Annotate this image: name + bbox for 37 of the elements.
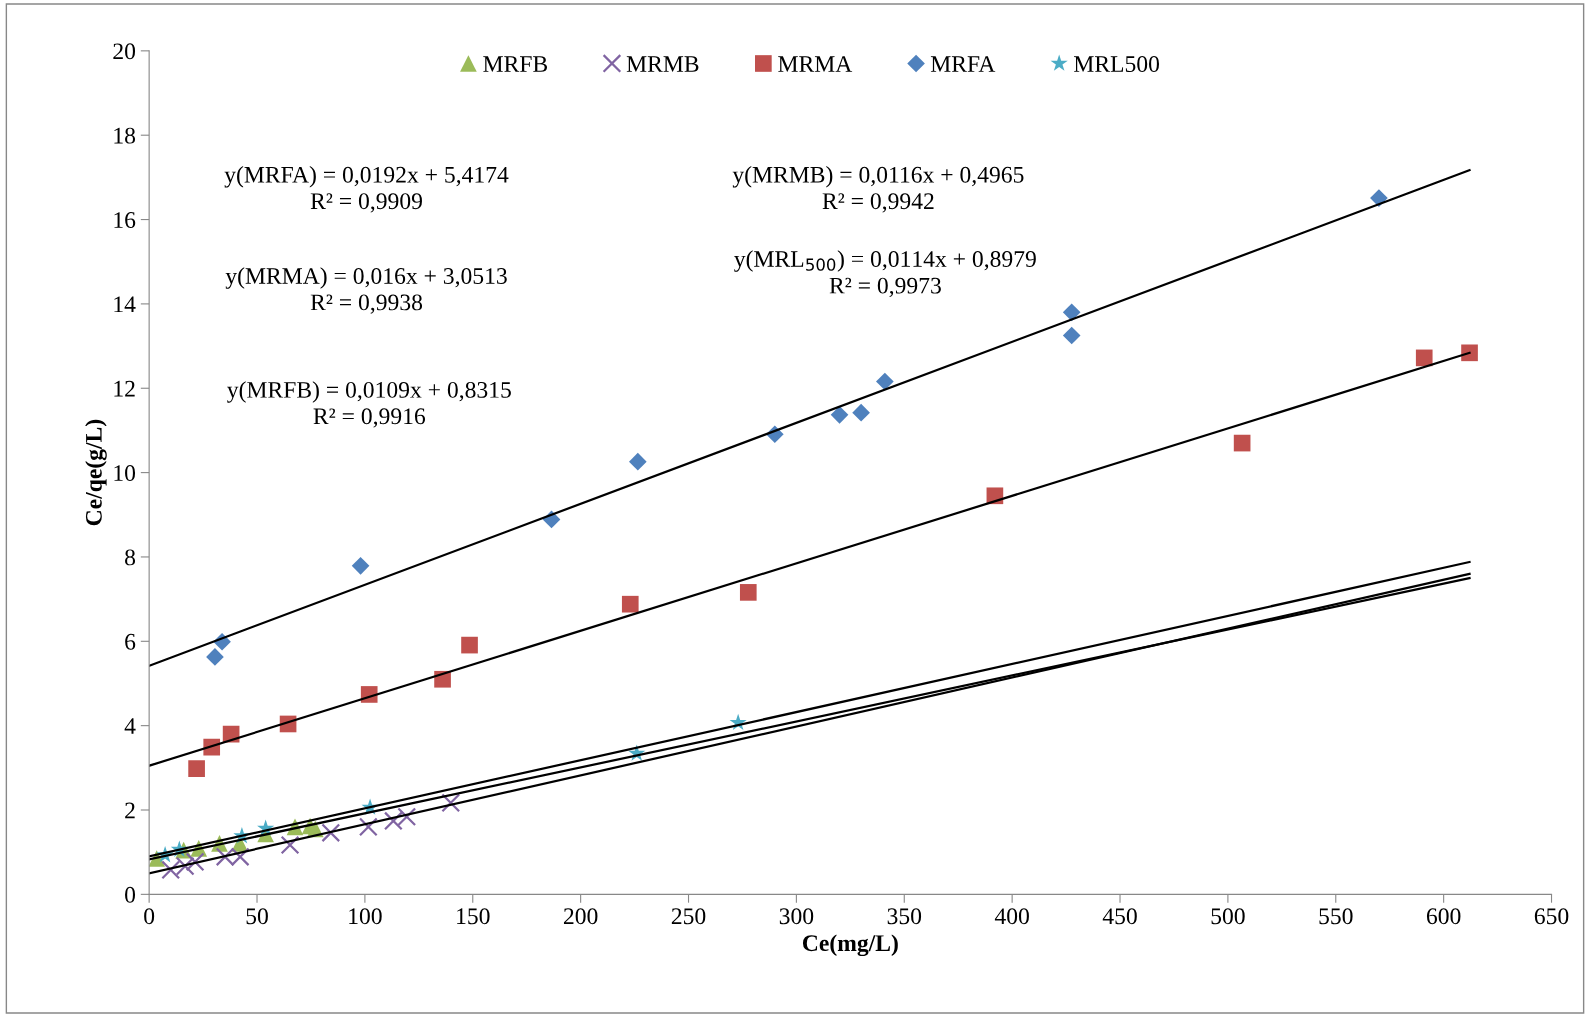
y-tick-label: 14 xyxy=(114,296,136,313)
x-tick-label: 650 xyxy=(1534,908,1569,925)
x-tick-label: 600 xyxy=(1426,908,1461,925)
y-tick-label: 12 xyxy=(114,380,135,397)
annotation: y(MRFB) = 0,0109x + 0,8315 R² = 0,9916 xyxy=(227,381,511,428)
annotation: y(MRMA) = 0,016x + 3,0513 R² = 0,9938 xyxy=(225,267,507,314)
y-tick-label: 8 xyxy=(125,549,136,566)
y-tick-label: 10 xyxy=(114,465,136,482)
y-axis-title: Ce/qe(g/L) xyxy=(85,419,107,526)
x-tick-label: 50 xyxy=(246,908,268,925)
legend-label: MRMB xyxy=(626,56,699,72)
y-tick-label: 20 xyxy=(113,43,136,60)
x-tick-label: 250 xyxy=(671,908,706,925)
legend-label: MRFA xyxy=(930,56,996,72)
y-tick-label: 4 xyxy=(124,718,136,734)
x-tick-label: 450 xyxy=(1102,908,1137,925)
x-tick-label: 500 xyxy=(1211,908,1245,925)
x-tick-label: 0 xyxy=(144,908,155,925)
x-tick-label: 200 xyxy=(563,908,598,925)
x-tick-label: 100 xyxy=(349,908,382,925)
x-tick-label: 400 xyxy=(994,908,1029,925)
x-axis-title: Ce(mg/L) xyxy=(802,934,898,957)
annotation: y(MRMB) = 0,0116x + 0,4965 R² = 0,9942 xyxy=(732,166,1024,213)
legend-label: MRMA xyxy=(778,56,853,72)
x-tick-label: 300 xyxy=(779,908,814,925)
x-tick-label: 350 xyxy=(887,908,922,925)
x-tick-label: 550 xyxy=(1319,908,1353,925)
y-tick-label: 2 xyxy=(125,802,135,819)
y-tick-label: 0 xyxy=(125,886,136,903)
legend-label: MRFB xyxy=(483,56,548,72)
y-tick-label: 18 xyxy=(114,127,136,144)
y-tick-label: 16 xyxy=(114,212,136,228)
y-tick-label: 6 xyxy=(125,633,136,650)
legend-label: MRL500 xyxy=(1074,56,1160,72)
x-tick-label: 150 xyxy=(457,908,490,925)
annotation: y(MRL$_{500}$) = 0,0114x + 0,8979 R² = 0,9973 xyxy=(734,250,1036,297)
annotation: y(MRFA) = 0,0192x + 5,4174 R² = 0,9909 xyxy=(224,166,509,213)
